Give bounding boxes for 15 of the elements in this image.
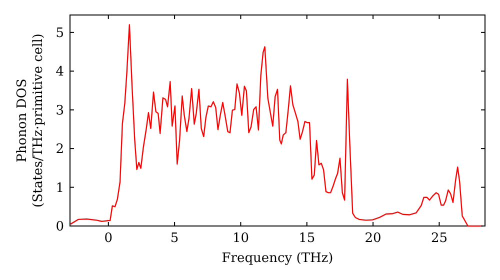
x-tick-label: 20 bbox=[364, 231, 382, 246]
y-axis-title: Phonon DOS (States/THz·primitive cell) bbox=[15, 33, 46, 208]
x-tick-label: 5 bbox=[170, 231, 179, 246]
x-tick-label: 25 bbox=[430, 231, 448, 246]
x-tick-label: 0 bbox=[104, 231, 113, 246]
y-tick-label: 3 bbox=[56, 103, 64, 118]
y-tick-label: 5 bbox=[56, 26, 64, 41]
y-tick-label: 1 bbox=[56, 180, 64, 196]
x-tick-label: 10 bbox=[232, 231, 249, 246]
x-tick-label: 15 bbox=[298, 231, 316, 246]
x-axis-title: Frequency (THz) bbox=[222, 251, 334, 266]
y-tick-label: 2 bbox=[56, 142, 64, 158]
y-tick-label: 0 bbox=[56, 220, 64, 234]
y-tick-label: 4 bbox=[56, 64, 64, 80]
line-series bbox=[70, 24, 484, 227]
